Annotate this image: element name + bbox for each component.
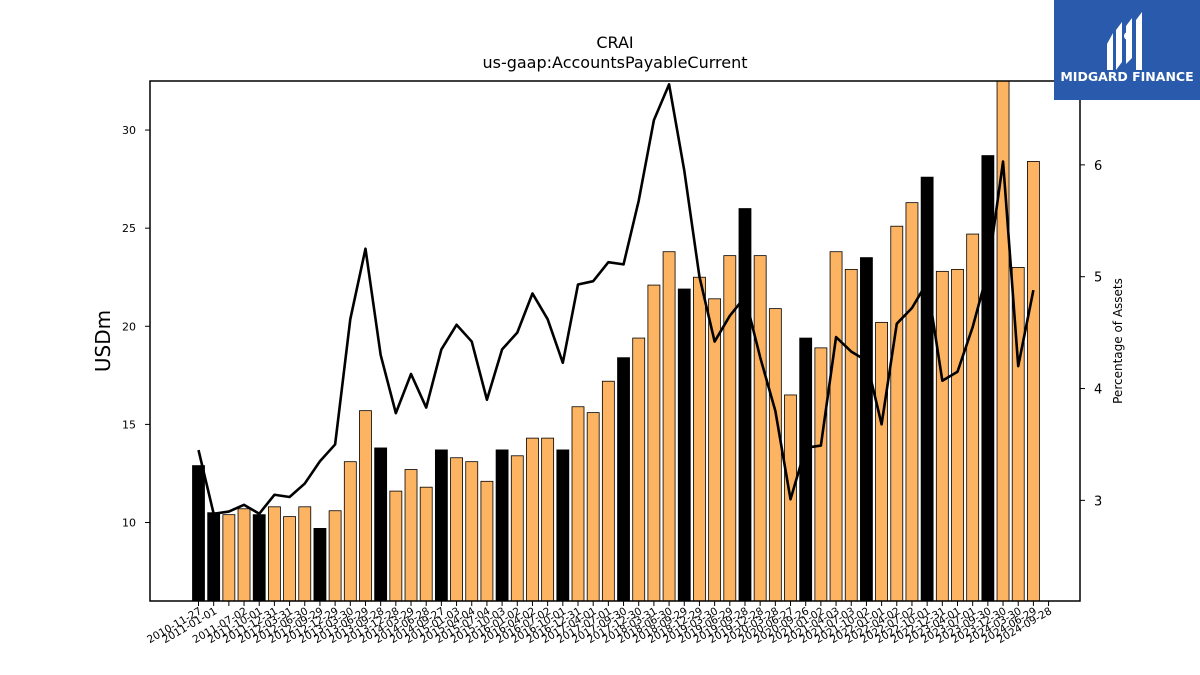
bar-2023-07-01 — [966, 233, 980, 601]
bar-2011-12-31 — [267, 506, 281, 601]
y2-tick-label: 5 — [1094, 271, 1102, 286]
bar-2018-06-30 — [662, 251, 676, 601]
bar-2014-03-29 — [404, 469, 418, 601]
bar-2022-04-02 — [890, 225, 904, 601]
bar-2021-01-02 — [814, 347, 828, 601]
logo-mark-icon — [1107, 12, 1142, 70]
bar-2016-10-01 — [556, 449, 570, 601]
y-axis-label: USDm — [91, 310, 115, 372]
bar-2019-09-28 — [738, 208, 752, 601]
bar-2013-06-29 — [359, 410, 372, 601]
bar-2016-01-02 — [510, 455, 524, 601]
y2-tick-label: 3 — [1094, 494, 1102, 509]
plot-frame — [149, 80, 1081, 602]
bar-2012-09-29 — [313, 528, 327, 601]
bar-2017-04-01 — [586, 412, 600, 601]
bar-2022-01-01 — [875, 321, 888, 601]
bar-2011-07-02 — [237, 508, 251, 601]
bar-2015-07-04 — [480, 480, 494, 601]
y2-axis-label: Percentage of Assets — [1111, 278, 1125, 404]
y-tick-label: 15 — [122, 418, 136, 431]
bar-2022-07-02 — [905, 202, 919, 601]
chart-subtitle: us-gaap:AccountsPayableCurrent — [482, 53, 747, 72]
bar-2013-09-28 — [374, 447, 388, 601]
bar-2022-10-01 — [920, 176, 934, 601]
bar-2019-12-28 — [753, 255, 767, 601]
bar-2012-06-30 — [298, 506, 312, 601]
bar-2019-06-29 — [723, 255, 737, 601]
bar-2023-04-01 — [951, 268, 964, 601]
x-axis: 2010-11-272011-01-012011-07-022011-10-01… — [145, 601, 1054, 646]
bar-2021-10-02 — [860, 257, 873, 601]
bar-2018-03-31 — [647, 284, 661, 601]
bar-2011-10-01 — [252, 514, 266, 601]
bar-2018-12-29 — [693, 276, 706, 601]
y-axis: 10 15 20 25 30 — [122, 124, 150, 530]
line-series — [197, 83, 1035, 516]
bar-2017-09-30 — [617, 357, 630, 601]
bar-2024-06-29 — [1027, 161, 1040, 601]
bar-2015-01-03 — [450, 457, 463, 601]
bar-2012-12-29 — [328, 510, 342, 601]
bar-2013-03-30 — [343, 461, 357, 601]
bar-2018-09-29 — [677, 288, 691, 601]
bar-2023-09-30 — [981, 155, 995, 601]
bar-2015-04-04 — [465, 461, 479, 601]
y2-axis: 3 4 5 6 — [1080, 159, 1102, 509]
bar-series — [192, 81, 1040, 601]
bar-2017-12-30 — [632, 337, 646, 601]
bar-2019-03-30 — [708, 298, 722, 601]
bar-2021-04-03 — [829, 251, 843, 601]
chart-title: CRAI — [596, 33, 633, 52]
y2-tick-label: 4 — [1094, 383, 1102, 398]
bar-2023-12-30 — [996, 81, 1010, 601]
bar-2016-12-31 — [571, 406, 585, 601]
bar-2012-03-31 — [283, 516, 296, 601]
bar-2020-09-26 — [799, 337, 813, 601]
bar-2021-07-03 — [844, 268, 858, 601]
logo-text: MIDGARD FINANCE — [1060, 69, 1193, 84]
bar-2017-07-01 — [601, 380, 615, 601]
y-tick-label: 20 — [122, 320, 136, 333]
bar-2011-04-02 — [222, 514, 236, 601]
y2-tick-label: 6 — [1094, 159, 1102, 174]
y-tick-label: 30 — [122, 124, 136, 137]
y-tick-label: 10 — [122, 517, 136, 530]
y-tick-label: 25 — [122, 222, 136, 235]
bar-2010-11-27 — [192, 465, 205, 601]
bar-2016-07-02 — [541, 437, 555, 601]
bar-2014-06-28 — [419, 486, 433, 601]
bar-2013-12-28 — [389, 490, 403, 601]
bar-2011-01-01 — [207, 512, 221, 601]
bar-2020-03-28 — [768, 308, 782, 601]
bar-2014-09-27 — [434, 449, 448, 601]
bar-2016-04-02 — [526, 437, 539, 601]
bar-2015-10-03 — [495, 449, 509, 601]
brand-logo: MIDGARD FINANCE — [1054, 0, 1200, 100]
percentage-line — [197, 83, 1035, 516]
bar-2022-12-31 — [935, 270, 949, 601]
